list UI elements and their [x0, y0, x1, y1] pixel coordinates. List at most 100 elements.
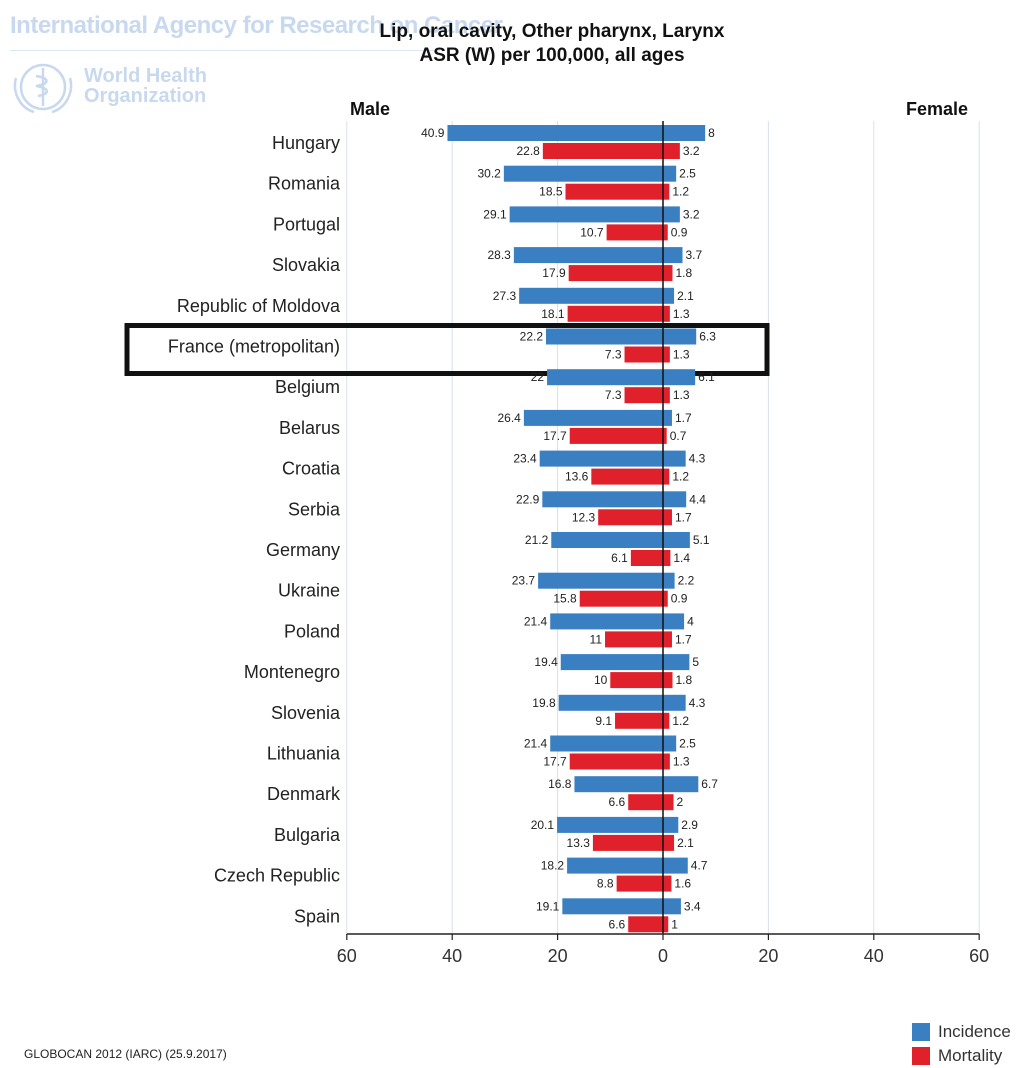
legend-item-incidence: Incidence [912, 1020, 1011, 1044]
category-label: Ukraine [278, 581, 340, 601]
label-male-mortality: 12.3 [572, 510, 596, 524]
bar-female-mortality [663, 346, 670, 363]
label-male-mortality: 6.1 [611, 551, 628, 565]
bar-male-incidence [567, 857, 663, 874]
label-female-mortality: 0.9 [671, 225, 688, 239]
label-female-mortality: 1.7 [675, 510, 692, 524]
category-label: Belarus [279, 418, 340, 438]
label-female-incidence: 8 [708, 126, 715, 140]
label-male-mortality: 7.3 [605, 348, 622, 362]
label-female-incidence: 6.1 [698, 370, 715, 384]
bar-female-incidence [663, 857, 688, 874]
x-tick-label: 60 [969, 946, 989, 966]
label-male-mortality: 7.3 [605, 388, 622, 402]
label-male-mortality: 17.7 [543, 429, 567, 443]
category-label: Slovenia [271, 703, 341, 723]
category-label: Hungary [272, 133, 340, 153]
label-male-incidence: 28.3 [487, 248, 511, 262]
category-label: Republic of Moldova [177, 296, 341, 316]
bar-male-mortality [569, 753, 663, 770]
bar-male-incidence [550, 613, 663, 630]
bar-female-mortality [663, 509, 672, 526]
bar-female-incidence [663, 572, 675, 589]
label-male-incidence: 19.8 [532, 696, 556, 710]
label-male-incidence: 22.2 [520, 330, 544, 344]
label-female-incidence: 3.4 [684, 899, 701, 913]
chart-legend: Incidence Mortality [912, 1020, 1011, 1068]
bar-female-incidence [663, 125, 706, 141]
bar-female-incidence [663, 654, 690, 671]
label-female-incidence: 1.7 [675, 411, 692, 425]
label-male-mortality: 13.6 [565, 470, 589, 484]
label-female-mortality: 1.3 [673, 307, 690, 321]
label-male-incidence: 19.4 [534, 655, 558, 669]
label-female-incidence: 6.3 [699, 330, 716, 344]
bar-female-incidence [663, 491, 687, 508]
category-label: France (metropolitan) [168, 337, 340, 357]
label-male-incidence: 21.2 [525, 533, 549, 547]
bar-male-incidence [513, 247, 663, 264]
chart-title: Lip, oral cavity, Other pharynx, Larynx [379, 21, 725, 42]
bar-male-mortality [616, 875, 663, 892]
who-name: World Health Organization [84, 66, 207, 106]
bar-male-incidence [539, 450, 663, 467]
bar-female-incidence [663, 776, 699, 793]
bar-female-mortality [663, 875, 672, 892]
label-male-mortality: 8.8 [597, 877, 614, 891]
label-male-mortality: 22.8 [516, 144, 540, 158]
label-female-incidence: 2.5 [679, 167, 696, 181]
label-female-incidence: 2.5 [679, 737, 696, 751]
label-male-incidence: 21.4 [524, 614, 548, 628]
label-male-incidence: 22.9 [516, 492, 540, 506]
bar-female-incidence [663, 206, 680, 223]
label-female-incidence: 5.1 [693, 533, 710, 547]
bar-female-incidence [663, 165, 677, 182]
label-male-incidence: 21.4 [524, 737, 548, 751]
bar-female-mortality [663, 305, 670, 322]
label-female-incidence: 2.9 [681, 818, 698, 832]
label-female-mortality: 1.2 [672, 470, 689, 484]
legend-item-mortality: Mortality [912, 1044, 1011, 1068]
legend-swatch-mortality [912, 1047, 930, 1065]
bar-male-incidence [447, 125, 663, 141]
chart-title-block: Lip, oral cavity, Other pharynx, Larynx … [352, 20, 752, 68]
x-tick-label: 40 [864, 946, 884, 966]
label-female-mortality: 1.3 [673, 755, 690, 769]
bar-female-incidence [663, 287, 675, 304]
bar-male-mortality [605, 631, 663, 648]
category-label: Denmark [267, 784, 341, 804]
bar-male-incidence [542, 491, 663, 508]
label-female-incidence: 2.2 [678, 574, 695, 588]
who-name-line2: Organization [84, 85, 207, 107]
bar-female-incidence [663, 328, 697, 345]
bar-female-mortality [663, 916, 669, 933]
bar-female-incidence [663, 247, 683, 264]
bar-male-incidence [547, 369, 663, 386]
watermark-divider [10, 50, 440, 51]
bar-female-incidence [663, 816, 679, 833]
category-label: Slovakia [272, 255, 341, 275]
bar-male-incidence [546, 328, 663, 345]
bar-male-incidence [509, 206, 663, 223]
label-female-mortality: 1.2 [672, 714, 689, 728]
label-male-mortality: 9.1 [595, 714, 612, 728]
label-male-incidence: 26.4 [498, 411, 522, 425]
bar-female-mortality [663, 387, 670, 404]
bar-male-mortality [610, 672, 663, 689]
label-male-mortality: 17.9 [542, 266, 566, 280]
bar-male-mortality [565, 183, 663, 200]
bar-female-incidence [663, 369, 696, 386]
label-female-mortality: 1.3 [673, 348, 690, 362]
bar-male-incidence [557, 816, 663, 833]
label-male-incidence: 30.2 [477, 167, 501, 181]
category-label: Romania [268, 174, 341, 194]
label-male-incidence: 20.1 [531, 818, 555, 832]
bar-male-incidence [550, 735, 663, 752]
bar-male-mortality [567, 305, 663, 322]
bar-female-incidence [663, 409, 672, 426]
label-male-incidence: 40.9 [421, 126, 445, 140]
label-female-incidence: 4.7 [691, 859, 708, 873]
label-male-mortality: 10 [594, 673, 608, 687]
category-label: Belgium [275, 377, 340, 397]
